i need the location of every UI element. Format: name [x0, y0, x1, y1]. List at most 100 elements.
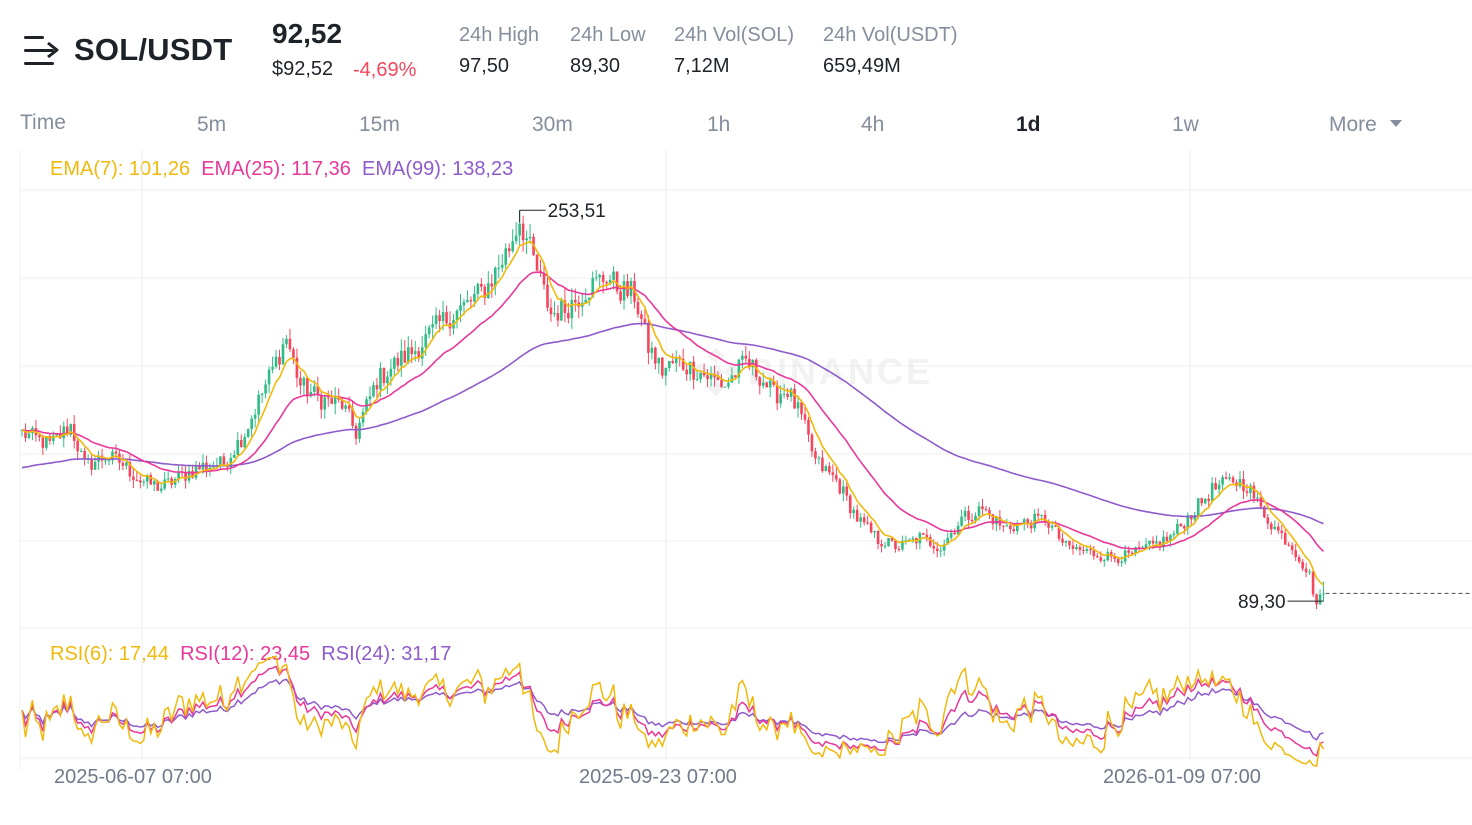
candle-body: [469, 299, 473, 302]
candle-body: [838, 479, 842, 494]
candle-body: [1040, 514, 1043, 516]
candle-body: [438, 315, 441, 322]
tab-30m[interactable]: 30m: [532, 113, 573, 136]
candle-body: [278, 356, 281, 365]
stat-24h-low-label: 24h Low: [570, 24, 646, 46]
candle-body: [654, 347, 657, 364]
tab-1h[interactable]: 1h: [707, 113, 731, 136]
candle-body: [1116, 558, 1120, 563]
candle-body: [925, 534, 929, 538]
candle-body: [198, 466, 201, 470]
menu-icon[interactable]: [24, 36, 62, 66]
rsi24-line: [21, 678, 1324, 744]
candle-body: [410, 347, 414, 354]
candle-body: [695, 379, 699, 381]
candle-body: [570, 299, 574, 319]
candle-body: [974, 515, 977, 521]
last-price: 92,52: [272, 18, 343, 49]
tab-15m[interactable]: 15m: [359, 113, 400, 136]
candle-body: [855, 509, 859, 522]
tab-more[interactable]: More: [1329, 113, 1403, 137]
candle-body: [299, 377, 302, 386]
candle-body: [31, 427, 34, 434]
candle-body: [619, 291, 622, 301]
candle-body: [166, 478, 170, 480]
tab-more-label: More: [1329, 113, 1377, 136]
candle-body: [76, 440, 79, 452]
rsi-legend: RSI(6): 17,44 RSI(12): 23,45 RSI(24): 31…: [50, 643, 451, 666]
candle-body: [779, 394, 782, 404]
candle-body: [1311, 571, 1315, 595]
candle-body: [650, 347, 654, 353]
candle-body: [963, 510, 967, 517]
tab-1d[interactable]: 1d: [1016, 113, 1041, 136]
candle-body: [803, 414, 807, 420]
candle-body: [709, 373, 713, 380]
tab-time[interactable]: Time: [20, 111, 66, 134]
candle-body: [111, 451, 114, 461]
pair-title[interactable]: SOL/USDT: [74, 32, 233, 67]
candle-body: [1189, 515, 1193, 520]
candle-body: [897, 548, 901, 550]
candle-body: [403, 350, 407, 363]
candle-body: [139, 480, 142, 483]
candle-body: [448, 323, 452, 329]
candle-body: [424, 334, 427, 348]
candle-body: [633, 280, 636, 302]
candle-body: [862, 517, 866, 523]
stat-24h-vol-usdt-label: 24h Vol(USDT): [823, 24, 958, 46]
candle-body: [135, 479, 139, 481]
candle-body: [845, 486, 849, 496]
candle-body: [935, 548, 939, 552]
candle-body: [970, 519, 974, 521]
candle-body: [125, 462, 128, 466]
candle-body: [480, 283, 483, 287]
candle-body: [587, 297, 591, 300]
candle-body: [626, 281, 629, 297]
candle-body: [525, 238, 528, 241]
candle-body: [306, 377, 309, 397]
candle-body: [1165, 536, 1169, 542]
candle-body: [1245, 491, 1249, 493]
candle-body: [859, 517, 862, 522]
candle-body: [493, 267, 497, 287]
candle-body: [274, 356, 278, 367]
candle-body: [869, 522, 873, 533]
candle-body: [528, 236, 532, 239]
ema7-line: [21, 240, 1325, 586]
candle-body: [337, 396, 340, 400]
candle-body: [716, 377, 720, 380]
candle-body: [427, 327, 431, 335]
candle-body: [483, 286, 487, 299]
candle-body: [340, 399, 344, 409]
candle-body: [1304, 568, 1308, 573]
candle-body: [723, 386, 727, 388]
ema99-legend: EMA(99): 138,23: [362, 158, 514, 180]
candle-body: [667, 361, 671, 368]
candle-body: [1242, 479, 1245, 492]
candle-body: [741, 355, 744, 360]
candle-body: [793, 388, 796, 409]
tab-1w[interactable]: 1w: [1172, 113, 1199, 136]
tab-5m[interactable]: 5m: [197, 113, 227, 136]
candle-body: [949, 532, 953, 538]
candle-body: [417, 351, 421, 359]
candle-body: [1068, 540, 1071, 546]
candle-body: [661, 357, 664, 376]
candle-body: [118, 453, 121, 463]
candle-body: [1252, 485, 1256, 499]
candle-body: [1224, 477, 1228, 479]
candle-body: [981, 506, 984, 509]
candle-body: [1082, 549, 1085, 551]
candle-body: [55, 433, 59, 436]
candle-body: [52, 435, 55, 441]
candle-body: [800, 402, 803, 415]
candle-body: [1123, 550, 1127, 562]
candle-body: [991, 514, 995, 525]
tab-4h[interactable]: 4h: [861, 113, 885, 136]
candle-body: [354, 425, 358, 439]
last-price-usd: $92,52: [272, 58, 334, 80]
price-change-percent: -4,69%: [353, 59, 417, 81]
candle-body: [142, 481, 146, 483]
candle-body: [915, 537, 918, 544]
